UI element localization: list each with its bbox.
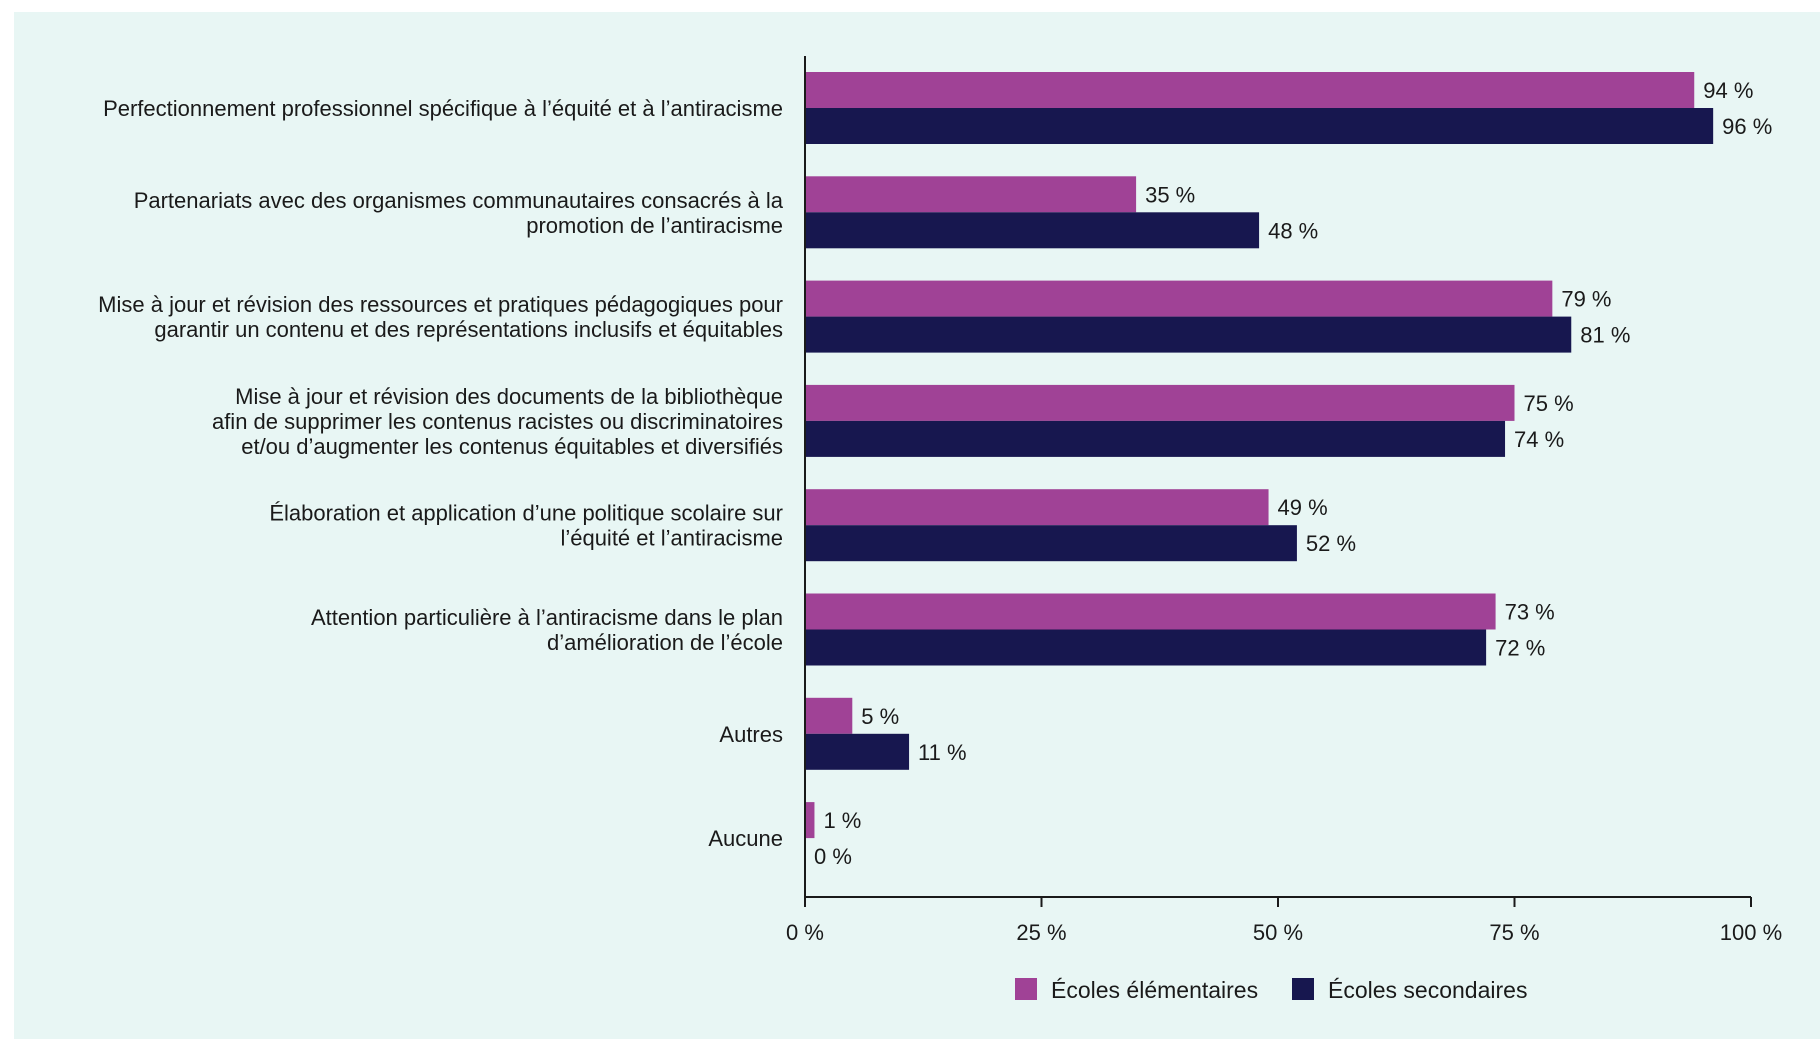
- bar-secondaires: [805, 212, 1260, 249]
- legend-swatch: [1292, 978, 1314, 1000]
- bar-elementaires: [805, 593, 1496, 630]
- bar-secondaires: [805, 316, 1572, 353]
- value-label: 96 %: [1722, 114, 1772, 139]
- x-tick-label: 75 %: [1489, 920, 1539, 945]
- value-label: 73 %: [1505, 600, 1555, 625]
- bar-chart: Perfectionnement professionnel spécifiqu…: [98, 56, 1782, 1003]
- x-axis: 0 % 25 % 50 % 75 % 100 %: [786, 56, 1782, 945]
- value-label: 1 %: [823, 808, 861, 833]
- bar-secondaires: [805, 108, 1714, 144]
- category-label-line: l’équité et l’antiracisme: [560, 526, 783, 551]
- category-label-line: Mise à jour et révision des ressources e…: [98, 292, 783, 317]
- value-label: 35 %: [1145, 182, 1195, 207]
- category-label: Perfectionnement professionnel spécifiqu…: [103, 96, 783, 121]
- bar-secondaires: [805, 629, 1487, 666]
- bar-elementaires: [805, 384, 1515, 421]
- category-label: Attention particulière à l’antiracisme d…: [311, 605, 783, 655]
- category-labels: Perfectionnement professionnel spécifiqu…: [98, 96, 784, 851]
- category-label-line: promotion de l’antiracisme: [526, 213, 783, 238]
- value-label: 94 %: [1703, 78, 1753, 103]
- value-label: 0 %: [814, 844, 852, 869]
- bar-elementaires: [805, 697, 853, 734]
- category-label-line: Aucune: [708, 826, 783, 851]
- category-label-line: Perfectionnement professionnel spécifiqu…: [103, 96, 783, 121]
- value-label: 81 %: [1580, 323, 1630, 348]
- value-label: 74 %: [1514, 427, 1564, 452]
- value-label: 52 %: [1306, 531, 1356, 556]
- bar-elementaires: [805, 176, 1137, 213]
- value-label: 49 %: [1278, 495, 1328, 520]
- legend-swatch: [1015, 978, 1037, 1000]
- value-label: 48 %: [1268, 218, 1318, 243]
- legend-label: Écoles secondaires: [1328, 977, 1527, 1003]
- x-tick-label: 25 %: [1016, 920, 1066, 945]
- value-label: 79 %: [1561, 287, 1611, 312]
- category-label: Mise à jour et révision des ressources e…: [98, 292, 783, 342]
- x-tick-label: 0 %: [786, 920, 824, 945]
- bar-elementaires: [805, 280, 1553, 317]
- category-label-line: garantir un contenu et des représentatio…: [154, 317, 783, 342]
- category-label-line: Mise à jour et révision des documents de…: [235, 384, 783, 409]
- bar-elementaires: [805, 72, 1695, 108]
- category-label: Élaboration et application d’une politiq…: [269, 501, 783, 551]
- legend: Écoles élémentaires Écoles secondaires: [1015, 977, 1527, 1003]
- bar-elementaires: [805, 489, 1269, 526]
- x-tick-label: 50 %: [1253, 920, 1303, 945]
- category-label: Aucune: [708, 826, 783, 851]
- bar-secondaires: [805, 420, 1506, 457]
- category-label-line: Élaboration et application d’une politiq…: [269, 501, 783, 526]
- bar-secondaires: [805, 733, 910, 770]
- bar-secondaires: [805, 525, 1297, 562]
- value-label: 72 %: [1495, 636, 1545, 661]
- category-label: Partenariats avec des organismes communa…: [134, 188, 784, 238]
- chart-panel: Perfectionnement professionnel spécifiqu…: [14, 12, 1820, 1039]
- category-label: Autres: [719, 722, 783, 747]
- category-label-line: et/ou d’augmenter les contenus équitable…: [241, 434, 783, 459]
- bar-elementaires: [805, 802, 815, 839]
- category-label-line: d’amélioration de l’école: [547, 630, 783, 655]
- category-label-line: afin de supprimer les contenus racistes …: [212, 409, 783, 434]
- x-tick-label: 100 %: [1720, 920, 1782, 945]
- value-label: 11 %: [918, 740, 967, 765]
- bars-layer: [805, 72, 1714, 839]
- category-label: Mise à jour et révision des documents de…: [212, 384, 783, 459]
- category-label-line: Attention particulière à l’antiracisme d…: [311, 605, 783, 630]
- category-label-line: Autres: [719, 722, 783, 747]
- value-label: 75 %: [1524, 391, 1574, 416]
- value-labels: 94 % 96 % 35 % 48 % 79 % 81 % 75 % 74 % 49 % 52 %…: [814, 78, 1772, 869]
- legend-label: Écoles élémentaires: [1051, 977, 1258, 1003]
- value-label: 5 %: [861, 704, 899, 729]
- category-label-line: Partenariats avec des organismes communa…: [134, 188, 784, 213]
